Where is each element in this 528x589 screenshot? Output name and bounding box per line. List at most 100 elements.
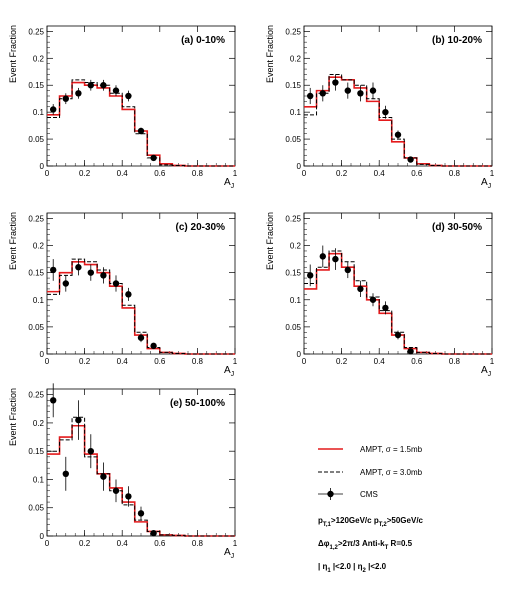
cut-text-part: |<2.0 | η xyxy=(331,562,363,571)
series-cms xyxy=(307,74,414,163)
x-axis-label: AJ xyxy=(224,547,234,560)
x-axis-label-sub: J xyxy=(488,371,492,378)
series-cms xyxy=(50,79,157,162)
series-ampt-3.0mb xyxy=(304,250,492,355)
y-tick-label: 0.1 xyxy=(33,296,45,305)
panel-2: 0 0.05 0.1 0.15 0.2 0.25 0 0.2 0.4 0.6 0.8 1 Event F… xyxy=(265,25,495,190)
panel-5: 0 0.05 0.1 0.15 0.2 0.25 0 0.2 0.4 0.6 0.8 1 Event F… xyxy=(8,383,238,560)
cut-text-part: >2π/3 Anti-k xyxy=(338,539,385,548)
data-point xyxy=(87,447,95,455)
data-point xyxy=(150,529,157,537)
x-tick-label: 0.2 xyxy=(336,169,348,178)
x-tick-label: 0.8 xyxy=(192,357,204,366)
x-tick-label: 0 xyxy=(302,357,307,366)
y-tick-label: 0.05 xyxy=(285,135,301,144)
cut-line-pt: pT,1>120GeV/c pT,2>50GeV/c xyxy=(318,516,424,528)
data-point xyxy=(382,304,389,312)
x-tick-label: 0.2 xyxy=(79,357,91,366)
x-tick-label: 0.8 xyxy=(192,169,204,178)
x-tick-label: 0.4 xyxy=(117,357,129,366)
panel-1: 0 0.05 0.1 0.15 0.2 0.25 0 0.2 0.4 0.6 0.8 1 Event F… xyxy=(8,25,238,190)
x-tick-label: 0.6 xyxy=(411,357,423,366)
x-tick-label: 0.4 xyxy=(117,539,129,548)
x-tick-label: 0.6 xyxy=(154,539,166,548)
data-point xyxy=(62,470,69,478)
plot-frame xyxy=(46,212,236,355)
data-point xyxy=(50,106,57,113)
x-tick-label: 0.8 xyxy=(192,539,204,548)
cut-text-part: 1 xyxy=(327,568,331,574)
data-point xyxy=(137,510,145,517)
data-point xyxy=(394,131,402,138)
data-point xyxy=(319,253,326,260)
y-axis-label: Event Fraction xyxy=(8,388,18,446)
panel-3: 0 0.05 0.1 0.15 0.2 0.25 0 0.2 0.4 0.6 0.8 1 Event F… xyxy=(8,212,238,378)
y-tick-label: 0.05 xyxy=(28,323,44,332)
series-cms xyxy=(50,259,157,350)
cut-text-part: 2 xyxy=(363,568,367,574)
cut-text-part: |<2.0 xyxy=(366,562,387,571)
x-axis-label-sub: J xyxy=(231,553,235,560)
data-point xyxy=(62,280,69,287)
x-tick-label: 1 xyxy=(490,169,495,178)
x-tick-label: 0.6 xyxy=(411,169,423,178)
data-point xyxy=(307,92,314,100)
x-tick-label: 1 xyxy=(490,357,495,366)
data-point xyxy=(50,266,57,274)
y-tick-label: 0 xyxy=(40,162,45,171)
y-tick-label: 0.25 xyxy=(285,27,301,36)
y-tick-label: 0.15 xyxy=(285,81,301,90)
x-axis-label-sub: J xyxy=(231,371,235,378)
y-tick-label: 0.1 xyxy=(290,108,302,117)
data-point xyxy=(75,416,82,424)
x-tick-label: 0 xyxy=(302,169,307,178)
series-ampt-3.0mb xyxy=(47,416,235,537)
y-tick-label: 0.05 xyxy=(285,323,301,332)
y-tick-label: 0.1 xyxy=(290,296,302,305)
panel-title: (d) 30-50% xyxy=(432,222,482,233)
data-point xyxy=(344,266,352,274)
legend-label-ampt-3.0mb: AMPT, σ = 3.0mb xyxy=(360,468,423,477)
y-tick-label: 0.25 xyxy=(285,214,301,223)
cut-text-part: >50GeV/c xyxy=(387,516,424,525)
x-tick-label: 0.6 xyxy=(154,357,166,366)
cut-text-part: R=0.5 xyxy=(388,539,412,548)
panel-title: (a) 0-10% xyxy=(181,35,225,46)
x-tick-label: 0 xyxy=(45,539,50,548)
data-point xyxy=(407,156,414,163)
data-point xyxy=(137,127,145,135)
data-point xyxy=(112,87,120,94)
cut-text-part: p xyxy=(318,516,323,525)
data-point xyxy=(357,90,364,97)
x-tick-label: 0.6 xyxy=(154,169,166,178)
data-point xyxy=(100,272,107,279)
data-point xyxy=(357,285,364,293)
y-tick-label: 0.05 xyxy=(28,504,44,513)
data-point xyxy=(369,296,377,303)
data-point xyxy=(100,82,107,89)
y-tick-label: 0.25 xyxy=(28,214,44,223)
legend: AMPT, σ = 1.5mb AMPT, σ = 3.0mb CMS pT,1>12… xyxy=(318,445,424,574)
y-tick-label: 0 xyxy=(40,350,45,359)
x-axis-label: AJ xyxy=(481,365,491,378)
cut-text-part: T,2 xyxy=(379,522,388,528)
x-tick-label: 0.2 xyxy=(79,169,91,178)
panel-title: (e) 50-100% xyxy=(170,398,225,409)
series-cms xyxy=(50,383,157,537)
x-axis-label-sub: J xyxy=(231,183,235,190)
series-ampt-3.0mb xyxy=(304,73,492,167)
data-point xyxy=(62,95,69,102)
y-tick-label: 0.15 xyxy=(28,447,44,456)
x-tick-label: 0 xyxy=(45,169,50,178)
x-tick-label: 0.4 xyxy=(374,169,386,178)
cut-text-part: >120GeV/c p xyxy=(331,516,379,525)
y-tick-label: 0 xyxy=(40,532,45,541)
data-point xyxy=(369,87,377,94)
series-ampt-3.0mb xyxy=(47,258,235,355)
x-tick-label: 0.8 xyxy=(449,169,461,178)
data-point xyxy=(307,272,314,279)
data-point xyxy=(125,493,132,500)
panel-4: 0 0.05 0.1 0.15 0.2 0.25 0 0.2 0.4 0.6 0.8 1 Event F… xyxy=(265,212,495,378)
data-point xyxy=(75,264,82,271)
data-point xyxy=(100,473,107,480)
